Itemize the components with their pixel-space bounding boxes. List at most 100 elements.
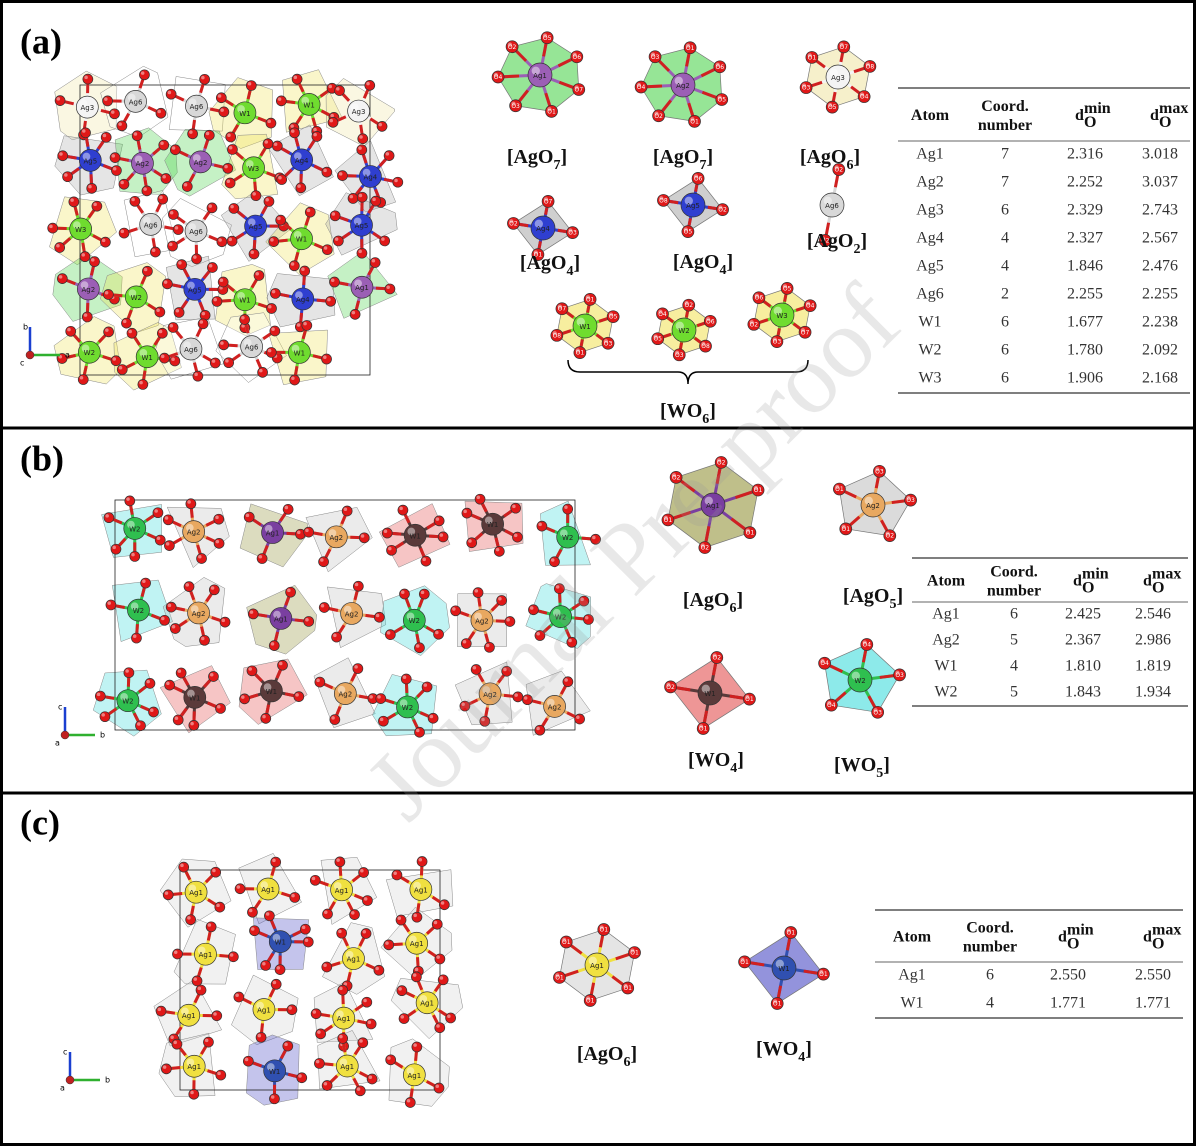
oxygen-label: O4	[820, 660, 829, 667]
oxygen-atom	[104, 327, 114, 337]
table-header: d	[1058, 929, 1067, 946]
oxygen-atom	[435, 954, 445, 964]
table-header-sup: max	[1159, 100, 1188, 117]
atom-label: Ag1	[420, 1000, 434, 1008]
oxygen-atom-highlight	[81, 253, 85, 257]
oxygen-label: O1	[586, 296, 595, 303]
oxygen-atom-highlight	[354, 665, 358, 669]
oxygen-atom	[153, 508, 163, 518]
oxygen-atom-highlight	[336, 858, 340, 862]
table-header-sup: max	[1152, 922, 1181, 939]
oxygen-atom-highlight	[377, 695, 381, 699]
oxygen-atom-highlight	[303, 322, 307, 326]
oxygen-atom-highlight	[105, 291, 109, 295]
oxygen-atom-highlight	[251, 927, 255, 931]
oxygen-label: O2	[666, 684, 675, 691]
oxygen-atom-highlight	[272, 290, 276, 294]
oxygen-atom	[254, 270, 264, 280]
oxygen-atom	[575, 714, 585, 724]
oxygen-atom	[396, 915, 406, 925]
table-cell: 2.238	[1142, 314, 1178, 331]
oxygen-atom	[384, 940, 394, 950]
oxygen-atom	[135, 721, 145, 731]
oxygen-atom	[124, 668, 134, 678]
oxygen-atom	[69, 197, 79, 207]
oxygen-atom-highlight	[154, 509, 158, 513]
oxygen-atom	[359, 867, 369, 877]
table-cell: 2.316	[1067, 146, 1103, 163]
oxygen-atom	[173, 715, 183, 725]
oxygen-atom	[214, 538, 224, 548]
oxygen-label: O1	[808, 54, 817, 61]
oxygen-atom-highlight	[198, 555, 202, 559]
oxygen-atom	[80, 252, 90, 262]
table-cell: W1	[900, 995, 923, 1012]
oxygen-atom	[283, 504, 293, 514]
oxygen-atom	[272, 141, 282, 151]
oxygen-atom-highlight	[313, 128, 317, 132]
oxygen-label: O2	[835, 167, 844, 174]
oxygen-label: O1	[745, 696, 754, 703]
oxygen-atom-highlight	[107, 601, 111, 605]
oxygen-atom	[228, 952, 238, 962]
oxygen-atom-highlight	[57, 97, 61, 101]
atom-label: Ag1	[274, 615, 288, 623]
atom-label: Ag1	[355, 284, 369, 292]
oxygen-atom-highlight	[272, 859, 276, 863]
oxygen-label: O7	[840, 44, 849, 51]
oxygen-atom	[287, 1005, 297, 1015]
oxygen-atom	[229, 203, 239, 213]
caption-subscript: 7	[554, 158, 561, 173]
atom-label: W2	[409, 617, 420, 625]
oxygen-atom-highlight	[307, 209, 311, 213]
oxygen-atom	[277, 175, 287, 185]
oxygen-atom	[95, 691, 105, 701]
oxygen-label: O1	[740, 959, 749, 966]
oxygen-atom-highlight	[290, 124, 294, 128]
table-cell: 1.677	[1067, 314, 1103, 331]
panel-label: (a)	[20, 21, 62, 61]
atom-label: W3	[248, 165, 259, 173]
caption-text: [AgO	[653, 146, 700, 168]
oxygen-atom	[159, 140, 169, 150]
oxygen-atom-highlight	[498, 597, 502, 601]
oxygen-atom-highlight	[302, 926, 306, 930]
oxygen-atom-highlight	[208, 923, 212, 927]
atom-label: Ag6	[825, 202, 839, 210]
oxygen-atom	[125, 496, 135, 506]
atom-label: W1	[294, 349, 305, 357]
caption-subscript: 7	[700, 158, 707, 173]
oxygen-atom	[160, 615, 170, 625]
atom-label: Ag1	[199, 951, 213, 959]
oxygen-atom	[216, 1070, 226, 1080]
table-cell: 1.934	[1135, 684, 1171, 701]
oxygen-atom	[419, 589, 429, 599]
oxygen-atom	[300, 924, 310, 934]
oxygen-label: O4	[860, 94, 869, 101]
atom-label: Ag6	[129, 98, 143, 106]
oxygen-atom	[332, 632, 342, 642]
caption-text: [AgO	[577, 1043, 624, 1065]
oxygen-atom	[266, 118, 276, 128]
table-header: Atom	[927, 573, 966, 590]
oxygen-atom-highlight	[163, 1065, 167, 1069]
oxygen-atom	[235, 884, 245, 894]
oxygen-atom-highlight	[178, 261, 182, 265]
table-header: d	[1143, 573, 1152, 590]
table-header: d	[1150, 107, 1159, 124]
oxygen-atom	[290, 892, 300, 902]
oxygen-atom	[174, 307, 184, 317]
oxygen-label: O1	[576, 350, 585, 357]
oxygen-atom-highlight	[245, 1058, 249, 1062]
table-header: Atom	[911, 107, 950, 124]
atom-label: W1	[266, 688, 277, 696]
atom-label: Ag4	[536, 225, 550, 233]
table-cell: 2.367	[1065, 632, 1101, 649]
oxygen-atom	[186, 499, 196, 509]
oxygen-atom-highlight	[248, 667, 252, 671]
oxygen-atom-highlight	[291, 129, 295, 133]
oxygen-atom-highlight	[161, 617, 165, 621]
oxygen-atom-highlight	[355, 583, 359, 587]
caption-text: [WO	[834, 754, 876, 776]
oxygen-atom-highlight	[200, 320, 204, 324]
